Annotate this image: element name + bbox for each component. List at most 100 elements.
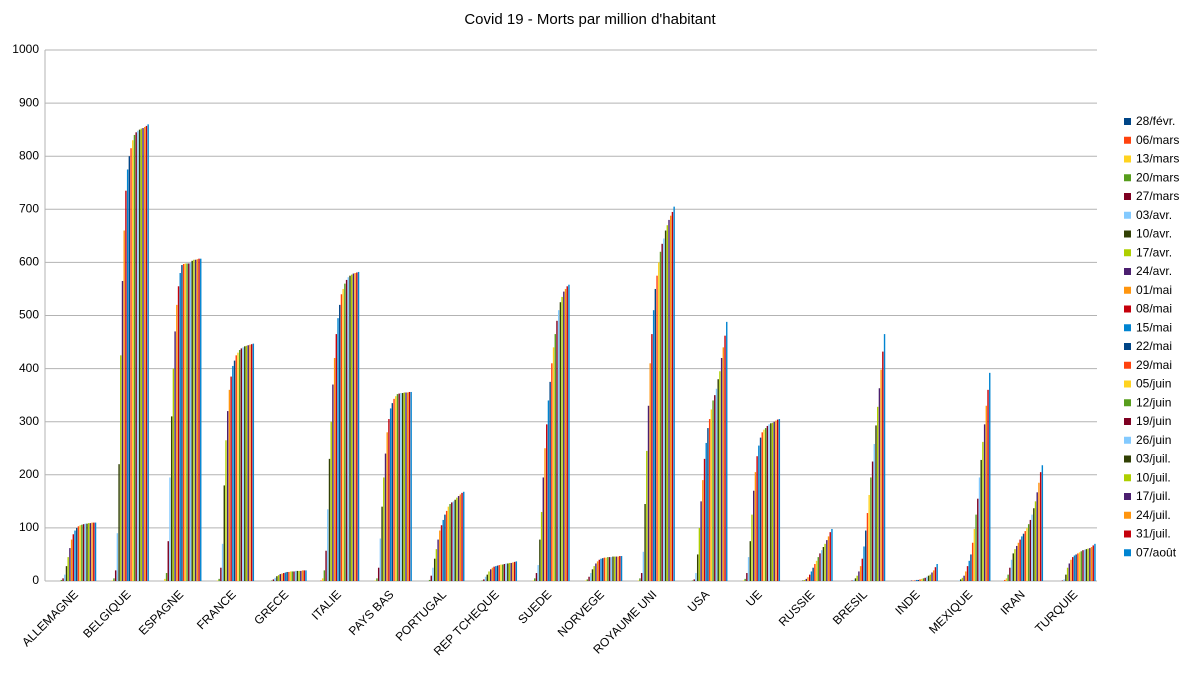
legend-label: 26/juin xyxy=(1136,433,1171,447)
bar xyxy=(644,504,646,581)
bar xyxy=(921,578,923,581)
bar xyxy=(194,259,197,581)
bar xyxy=(600,558,602,581)
y-tick-label: 300 xyxy=(19,414,39,428)
bar xyxy=(505,563,507,581)
bar xyxy=(853,579,855,581)
bar xyxy=(284,572,287,581)
bar xyxy=(965,571,967,581)
legend-label: 03/juil. xyxy=(1136,452,1171,466)
bar xyxy=(495,566,497,581)
bar xyxy=(221,543,224,581)
bar xyxy=(169,477,171,581)
x-tick-label: GRECE xyxy=(251,587,291,627)
legend-swatch xyxy=(1124,530,1131,538)
bar xyxy=(546,424,548,581)
bar xyxy=(1027,524,1030,581)
bar xyxy=(344,283,346,581)
x-tick-label: ALLEMAGNE xyxy=(19,587,81,649)
bar xyxy=(1070,559,1072,581)
bar xyxy=(1094,543,1096,581)
bar xyxy=(927,575,930,581)
bar xyxy=(1082,550,1084,581)
bar xyxy=(912,580,914,581)
bar xyxy=(165,573,168,581)
bar xyxy=(339,304,341,581)
bar xyxy=(586,579,589,581)
bar xyxy=(272,579,275,581)
bar xyxy=(407,392,409,581)
legend-swatch xyxy=(1124,549,1131,557)
bar xyxy=(70,539,73,581)
x-tick-label: NORVEGE xyxy=(555,587,607,639)
legend-swatch xyxy=(1124,193,1131,200)
bar xyxy=(612,556,614,581)
bar xyxy=(936,564,938,581)
chart-title: Covid 19 - Morts par million d'habitant xyxy=(464,11,716,28)
bar xyxy=(542,477,545,581)
legend-label: 22/mai xyxy=(1136,339,1172,353)
bar xyxy=(1085,549,1088,581)
bar xyxy=(544,448,546,581)
bar xyxy=(700,501,702,581)
bar xyxy=(508,562,511,581)
y-tick-label: 200 xyxy=(19,467,39,481)
x-tick-label: TURQUIE xyxy=(1032,587,1080,635)
bar xyxy=(873,444,875,581)
legend-label: 12/juin xyxy=(1136,395,1171,409)
bar xyxy=(84,523,86,581)
bar xyxy=(752,490,755,581)
bar xyxy=(428,579,431,581)
bar xyxy=(591,569,594,581)
bar xyxy=(184,263,187,581)
legend-label: 19/juin xyxy=(1136,414,1171,428)
legend-swatch xyxy=(1124,511,1131,519)
bar xyxy=(395,396,397,581)
bar xyxy=(77,526,80,581)
bar xyxy=(145,125,148,582)
bar xyxy=(596,561,599,581)
bar xyxy=(327,509,329,581)
bar xyxy=(535,573,538,581)
bar xyxy=(987,389,989,581)
bar xyxy=(924,577,926,581)
bar xyxy=(444,514,446,581)
bar xyxy=(764,428,767,581)
bar xyxy=(377,567,380,581)
bar xyxy=(447,506,450,581)
y-tick-label: 700 xyxy=(19,201,39,215)
bar xyxy=(705,442,707,581)
bar xyxy=(289,571,292,581)
bar xyxy=(819,553,821,581)
bar xyxy=(200,258,202,581)
legend-label: 15/mai xyxy=(1136,320,1172,334)
bar xyxy=(452,501,455,581)
bar xyxy=(698,527,701,581)
bar xyxy=(926,576,928,581)
legend-swatch xyxy=(1124,343,1131,350)
bar xyxy=(929,574,932,581)
bar xyxy=(333,357,336,581)
bar xyxy=(1007,574,1009,581)
bar xyxy=(294,570,297,581)
bar xyxy=(181,265,183,581)
bar xyxy=(293,571,295,581)
bar xyxy=(79,525,81,581)
bar xyxy=(1077,553,1079,581)
bar xyxy=(396,394,399,581)
bar xyxy=(878,388,881,581)
bar xyxy=(174,331,176,581)
bar xyxy=(398,393,400,581)
bar xyxy=(551,363,553,581)
bar xyxy=(1017,542,1020,581)
bar xyxy=(121,280,124,581)
bar xyxy=(620,556,623,581)
bar xyxy=(566,286,568,581)
bar xyxy=(549,381,551,581)
bar xyxy=(1024,531,1026,581)
bar xyxy=(384,453,387,581)
bar xyxy=(300,570,302,581)
bar xyxy=(1036,492,1038,581)
bar xyxy=(1092,545,1094,581)
